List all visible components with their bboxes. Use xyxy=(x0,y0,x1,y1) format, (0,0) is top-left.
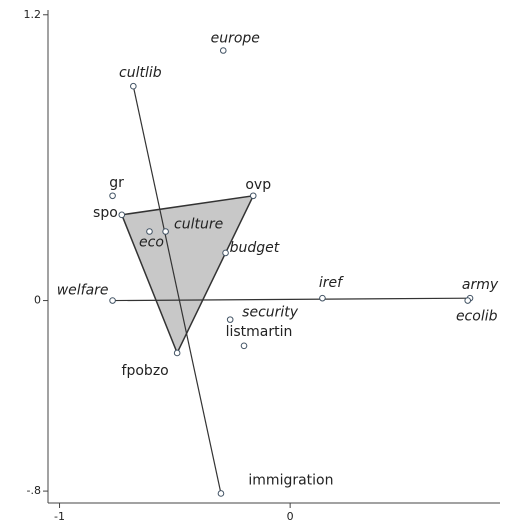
point xyxy=(226,316,234,323)
y-tick-label: 0 xyxy=(34,294,41,307)
point-label: cultlib xyxy=(119,65,162,81)
point xyxy=(162,228,169,235)
point-label: immigration xyxy=(248,472,333,488)
point-label: budget xyxy=(230,240,280,256)
y-tick-label: -.8 xyxy=(27,484,41,497)
point-label: listmartin xyxy=(226,324,293,340)
point xyxy=(146,228,153,235)
point xyxy=(109,297,116,304)
point-label: europe xyxy=(211,30,260,46)
point-label: welfare xyxy=(57,283,109,299)
point xyxy=(130,82,137,90)
y-tick-label: 1.2 xyxy=(24,8,42,21)
point xyxy=(464,297,472,304)
point xyxy=(109,192,116,200)
point xyxy=(240,342,248,350)
point-label: ecolib xyxy=(456,309,498,325)
point-label: iref xyxy=(319,275,344,291)
point-label: army xyxy=(462,277,499,293)
triangle xyxy=(120,194,255,355)
connector xyxy=(112,297,471,302)
point xyxy=(222,249,229,257)
x-tick-label: -1 xyxy=(54,510,65,523)
point-label: gr xyxy=(109,175,124,191)
connector xyxy=(132,86,222,494)
point xyxy=(173,349,181,357)
point-label: fpobzo xyxy=(122,363,169,379)
x-tick-label: 0 xyxy=(287,510,294,523)
point-label: security xyxy=(242,305,299,321)
point xyxy=(217,490,225,497)
point-label: spo xyxy=(93,205,118,221)
point xyxy=(249,192,257,200)
point-label: culture xyxy=(174,216,223,232)
point xyxy=(319,294,326,302)
point xyxy=(118,211,126,219)
point-label: ovp xyxy=(245,177,271,193)
point xyxy=(219,47,227,54)
point-label: eco xyxy=(139,234,164,250)
